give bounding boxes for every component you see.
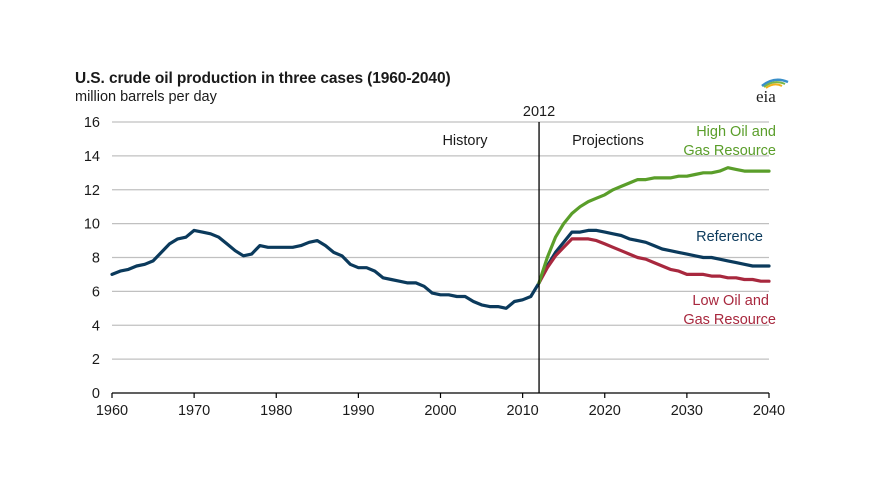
x-tick-label: 1980 — [260, 403, 292, 419]
y-tick-label: 16 — [84, 115, 100, 131]
high-resource-label-line1: High Oil and — [696, 124, 776, 140]
chart-subtitle-units: million barrels per day — [75, 89, 217, 105]
x-tick-label: 2040 — [753, 403, 785, 419]
gridlines — [112, 121, 769, 360]
x-tick-label: 1970 — [178, 403, 210, 419]
x-axis: 1960 1970 1980 1990 2000 2010 2020 2030 2040 — [96, 392, 785, 419]
eia-logo-text: eia — [756, 87, 776, 106]
history-label: History — [442, 133, 488, 149]
high-oil-and-gas-resource-line — [537, 166, 771, 285]
history-line — [110, 228, 541, 310]
y-tick-label: 8 — [92, 251, 100, 267]
x-tick-label: 1990 — [342, 403, 374, 419]
low-resource-label-line1: Low Oil and — [692, 293, 769, 309]
x-tick-label: 2030 — [671, 403, 703, 419]
high-resource-label-line2: Gas Resource — [683, 143, 776, 159]
y-tick-label: 12 — [84, 183, 100, 199]
eia-logo-icon: eia — [756, 78, 789, 106]
x-tick-label: 2020 — [589, 403, 621, 419]
y-tick-label: 4 — [92, 318, 100, 334]
y-axis-ticks: 0 2 4 6 8 10 12 14 16 — [84, 115, 100, 402]
series-lines — [110, 166, 771, 310]
y-tick-label: 2 — [92, 352, 100, 368]
y-tick-label: 0 — [92, 386, 100, 402]
x-tick-label: 2010 — [506, 403, 538, 419]
divider-year-label: 2012 — [523, 104, 555, 120]
x-tick-label: 2000 — [424, 403, 456, 419]
y-tick-label: 10 — [84, 217, 100, 233]
projections-label: Projections — [572, 133, 644, 149]
eia-logo: eia — [752, 74, 792, 106]
history-projection-divider: 2012 History Projections — [442, 104, 644, 393]
series-annotations: High Oil and Gas Resource Reference Low Oil… — [683, 124, 776, 328]
low-resource-label-line2: Gas Resource — [683, 312, 776, 328]
y-tick-label: 14 — [84, 149, 100, 165]
chart-title: U.S. crude oil production in three cases… — [75, 70, 451, 87]
reference-label: Reference — [696, 229, 763, 245]
low-oil-and-gas-resource-line — [537, 237, 771, 285]
x-tick-label: 1960 — [96, 403, 128, 419]
y-tick-label: 6 — [92, 284, 100, 300]
reference-line — [537, 228, 771, 285]
